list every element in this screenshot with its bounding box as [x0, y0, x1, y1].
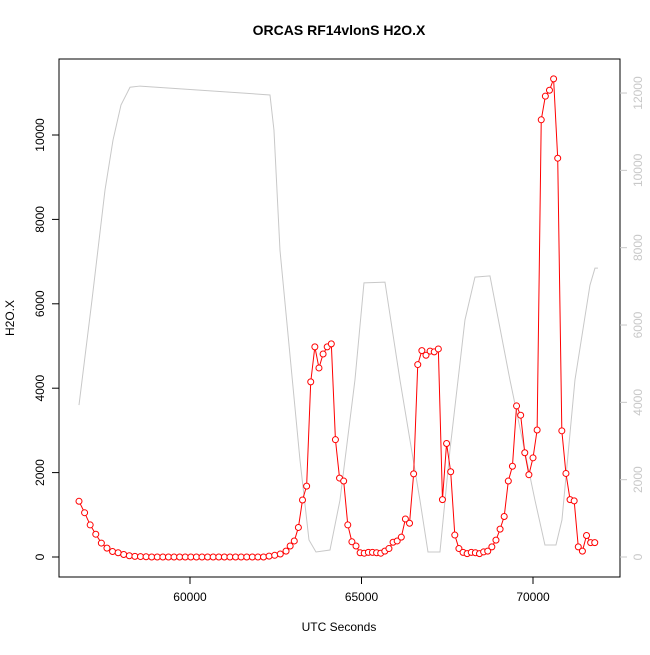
data-point [92, 530, 100, 538]
data-point [570, 497, 578, 505]
data-point [75, 497, 83, 505]
data-point [348, 538, 356, 546]
data-point [451, 531, 459, 539]
data-point [303, 482, 311, 490]
chart-title: ORCAS RF14vlonS H2O.X [253, 22, 426, 38]
data-point [311, 343, 319, 351]
data-point [282, 547, 290, 555]
data-point [447, 468, 455, 476]
data-point [307, 378, 315, 386]
y-tick-label: 2000 [33, 459, 47, 486]
data-point [276, 550, 284, 558]
data-point [385, 545, 393, 553]
data-point [109, 548, 117, 556]
data-point [500, 512, 508, 520]
data-point [434, 345, 442, 353]
y-tick-label: 6000 [33, 290, 47, 317]
data-point [438, 496, 446, 504]
data-point [558, 427, 566, 435]
data-point [521, 449, 529, 457]
data-point [496, 525, 504, 533]
y2-tick-label: 6000 [631, 311, 645, 338]
data-point [81, 509, 89, 517]
y2-tick-label: 12000 [631, 76, 645, 110]
data-point [517, 411, 525, 419]
data-point [545, 86, 553, 94]
data-point [97, 539, 105, 547]
data-point [344, 521, 352, 529]
y-tick-label: 4000 [33, 375, 47, 402]
data-point [299, 496, 307, 504]
data-point [294, 523, 302, 531]
data-point [418, 347, 426, 355]
data-point [492, 536, 500, 544]
data-point [331, 436, 339, 444]
y2-tick-label: 2000 [631, 466, 645, 493]
data-point [86, 521, 94, 529]
data-point [484, 547, 492, 555]
data-point [508, 462, 516, 470]
y-tick-label: 10000 [33, 118, 47, 152]
data-point [340, 477, 348, 485]
data-point [525, 471, 533, 479]
data-point [422, 351, 430, 359]
data-point [120, 550, 128, 558]
y-axis-title: H2O.X [3, 300, 17, 336]
data-point [578, 547, 586, 555]
data-point [537, 116, 545, 124]
data-point [591, 539, 599, 547]
data-point [114, 549, 122, 557]
data-point [513, 402, 521, 410]
y2-tick-label: 0 [631, 553, 645, 560]
data-point [406, 519, 414, 527]
data-point [533, 426, 541, 434]
data-point [397, 533, 405, 541]
data-point [319, 350, 327, 358]
x-tick-label: 65000 [345, 590, 379, 604]
data-point [554, 154, 562, 162]
data-point [290, 537, 298, 545]
y2-tick-label: 4000 [631, 389, 645, 416]
data-point [315, 364, 323, 372]
data-point [414, 361, 422, 369]
y-tick-label: 8000 [33, 206, 47, 233]
data-point [541, 92, 549, 100]
x-tick-label: 60000 [173, 590, 207, 604]
data-point [265, 552, 273, 560]
y2-tick-label: 10000 [631, 153, 645, 187]
data-point [352, 542, 360, 550]
x-tick-label: 70000 [516, 590, 550, 604]
plot-frame [58, 58, 621, 578]
data-point [562, 469, 570, 477]
data-point [550, 75, 558, 83]
data-point [574, 543, 582, 551]
data-point [443, 439, 451, 447]
series-line [78, 78, 595, 558]
data-point [401, 515, 409, 523]
data-point [125, 552, 133, 560]
data-point [504, 477, 512, 485]
data-point [286, 542, 294, 550]
data-point [488, 543, 496, 551]
data-point [327, 340, 335, 348]
data-point [271, 551, 279, 559]
y-tick-label: 0 [33, 553, 47, 560]
data-point [410, 470, 418, 478]
x-axis-title: UTC Seconds [302, 620, 377, 634]
data-point [529, 454, 537, 462]
series-line [78, 85, 598, 553]
data-point [583, 531, 591, 539]
data-point [260, 553, 268, 561]
data-point [103, 544, 111, 552]
y2-tick-label: 8000 [631, 234, 645, 261]
